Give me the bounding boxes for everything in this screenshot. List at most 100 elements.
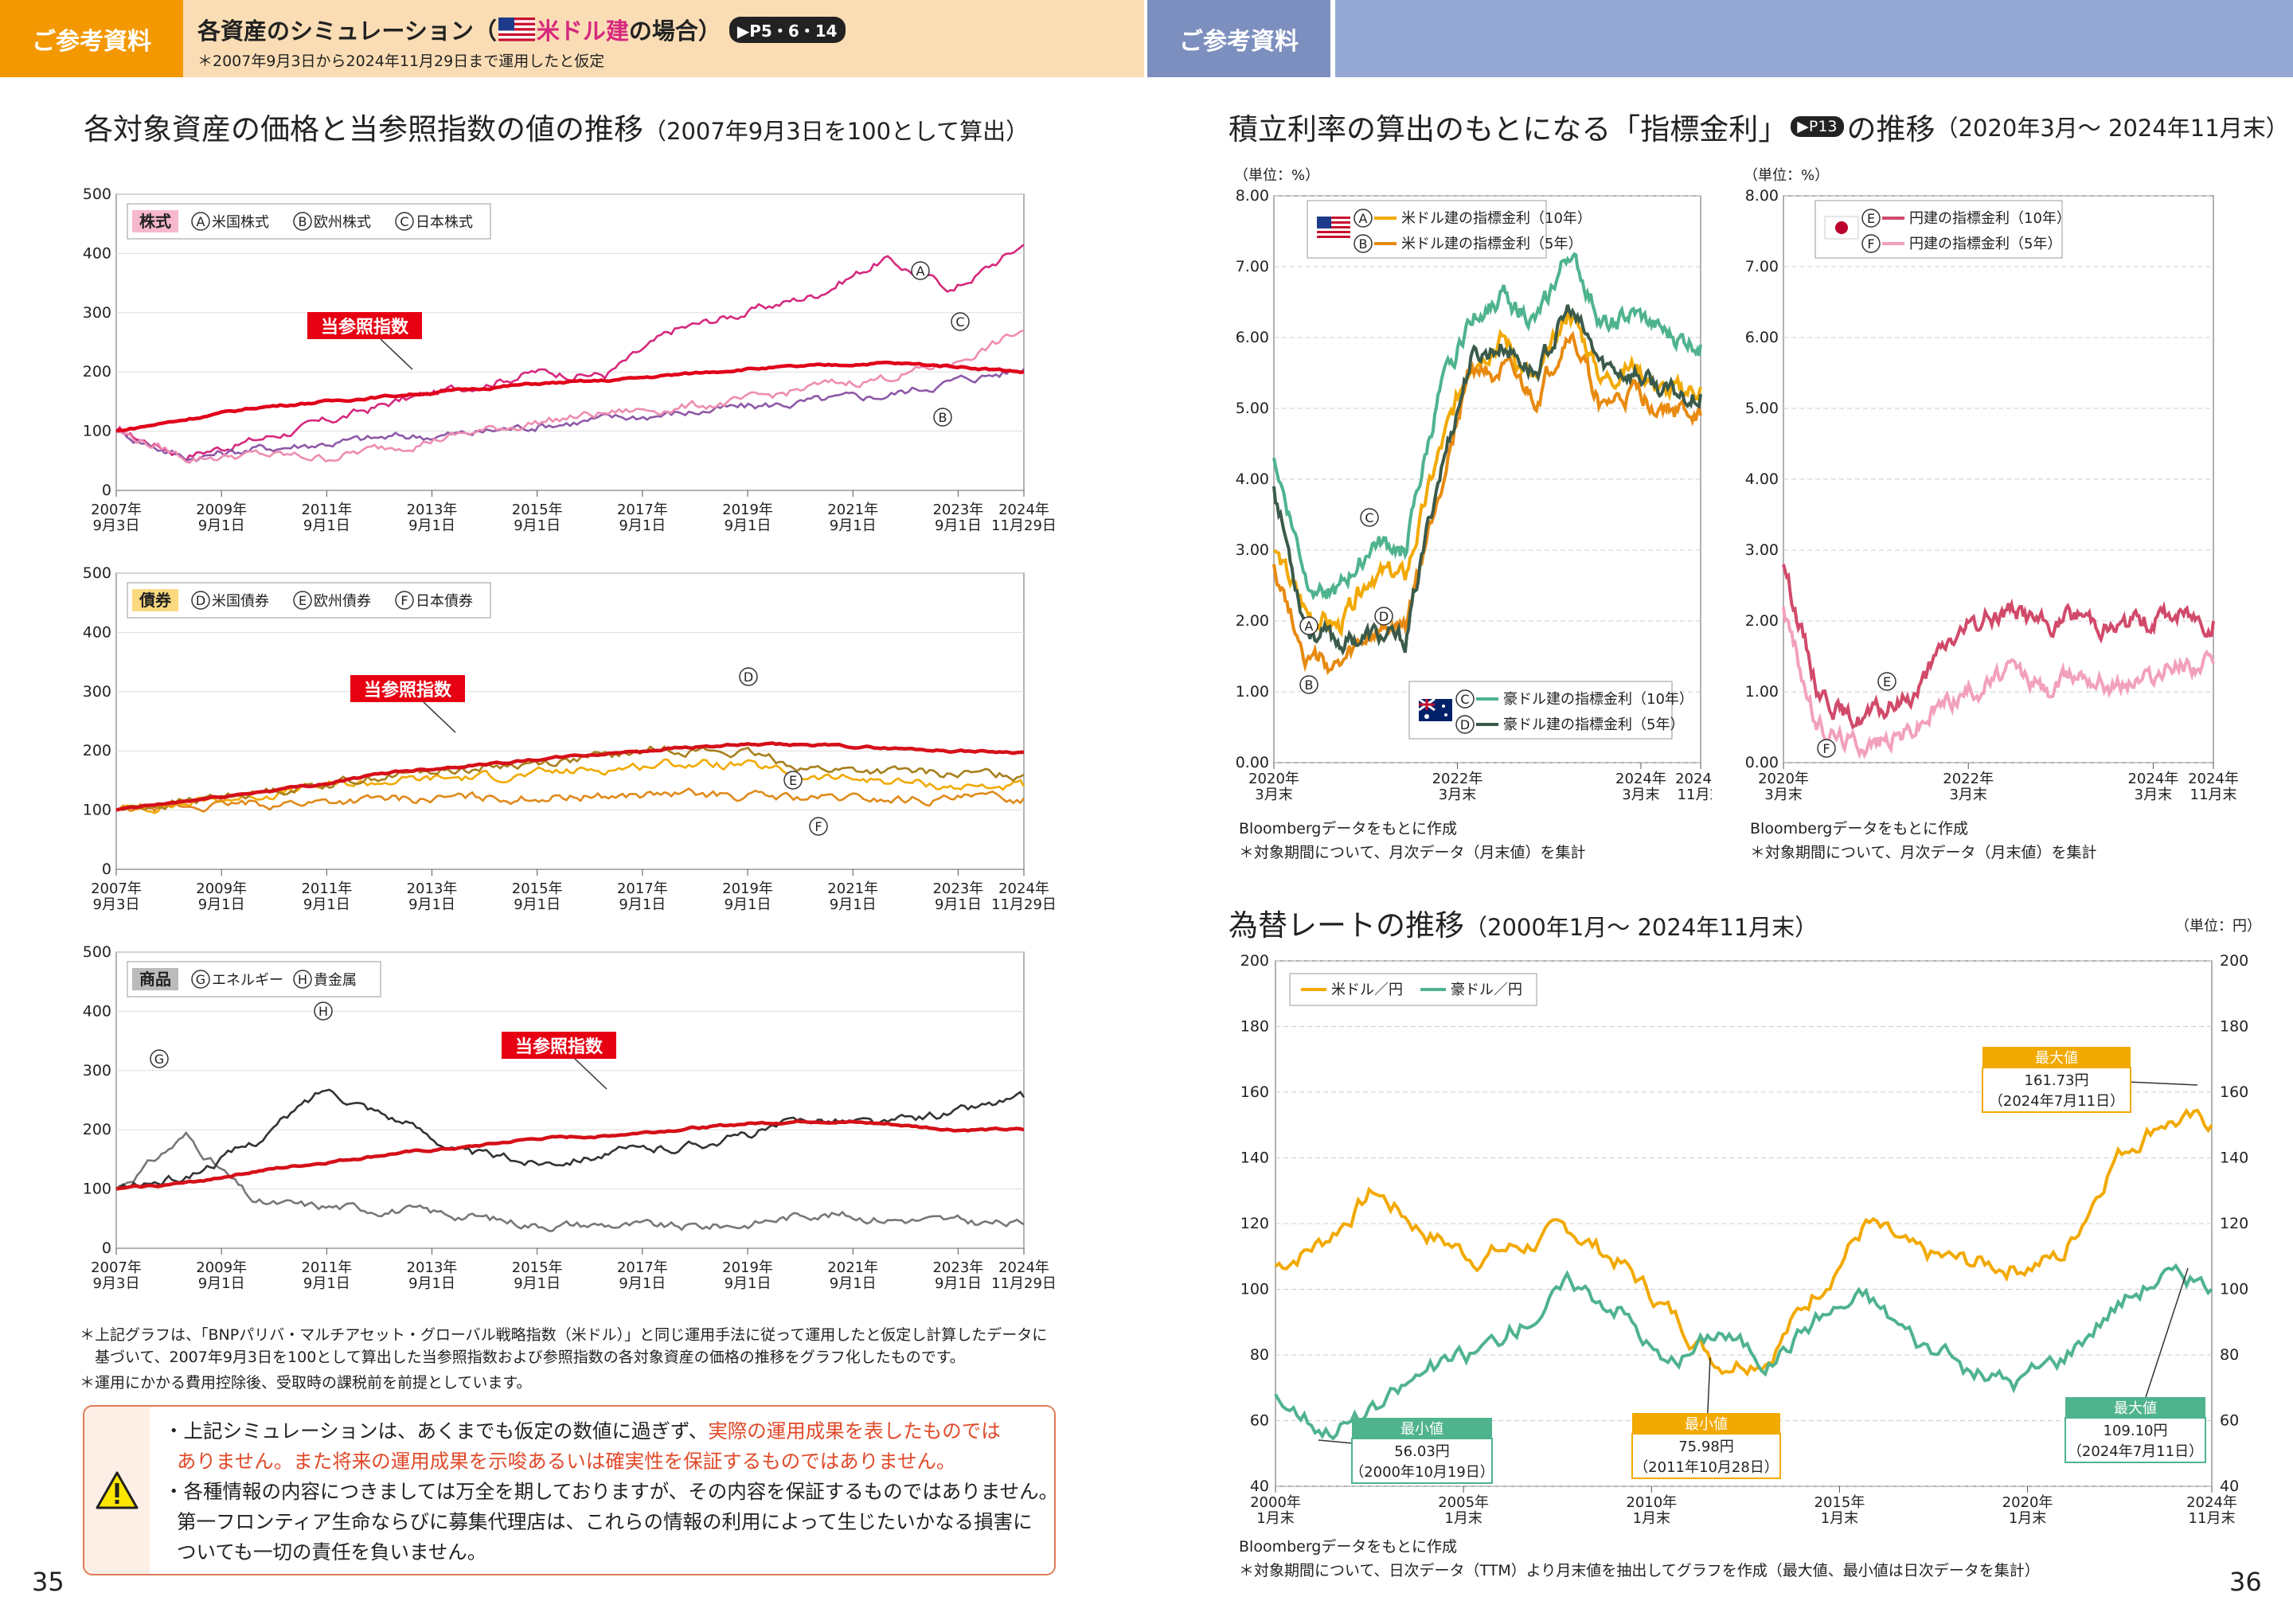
y-tick-label: 4.00	[1745, 470, 1779, 488]
y-tick-label-left: 200	[1240, 952, 1269, 970]
legend-mark-circle	[191, 212, 210, 231]
callout-head: 最大値	[2035, 1050, 2078, 1067]
x-tick-label-year: 2011年	[301, 502, 352, 518]
callout-date: （2000年10月19日）	[1350, 1464, 1494, 1481]
x-tick-label-year: 2020年	[1248, 771, 1299, 787]
legend-series-name: 豪ドル建の指標金利（5年）	[1503, 716, 1684, 733]
rate-legend: E 円建の指標金利（10年） F 円建の指標金利（5年）	[1814, 200, 2071, 259]
page-ref-badge[interactable]: ▶P5・6・14	[729, 16, 846, 43]
warning-line4: 第一フロンティア生命ならびに募集代理店は、これらの情報の利用によって生じたいかな…	[177, 1510, 1033, 1533]
legend-category-bg	[132, 968, 178, 990]
callout-head: 最大値	[2114, 1400, 2157, 1417]
callout-value: 75.98円	[1678, 1439, 1734, 1455]
series-mark-circle	[1374, 607, 1393, 626]
legend-box	[127, 961, 381, 997]
x-tick-label-day: 9月1日	[619, 517, 666, 534]
y-tick-label: 7.00	[1236, 258, 1269, 275]
series-mark-letter: E	[789, 773, 797, 788]
legend-mark-letter: A	[1359, 211, 1368, 226]
x-tick-label-year: 2015年	[512, 1259, 563, 1276]
y-tick-label: 6.00	[1236, 329, 1269, 346]
flag-stripe	[1317, 231, 1350, 233]
warning-line1a: ・上記シミュレーションは、あくまでも仮定の数値に過ぎず、	[164, 1419, 709, 1442]
x-tick-label-year: 2020年	[1758, 771, 1809, 787]
x-tick-label-month: 3月末	[2135, 787, 2172, 803]
header-title-b: 米ドル建	[536, 18, 629, 45]
series-mark-letter: F	[1822, 741, 1830, 756]
legend-category-bg	[132, 589, 178, 611]
y-tick-label-left: 60	[1250, 1412, 1269, 1430]
us-flag-icon	[498, 18, 535, 41]
header-title: 各資産のシミュレーション（ 米ドル建 の場合） ▶P5・6・14	[197, 13, 846, 46]
x-tick-label-year: 2015年	[512, 880, 563, 897]
rate-section-title: 積立利率の算出のもとになる「指標金利」 ▶P13 の推移 （2020年3月〜 20…	[1229, 105, 2289, 148]
y-tick-label: 500	[83, 943, 111, 961]
left-header-band	[0, 0, 1144, 77]
series-mark-circle	[1299, 616, 1318, 635]
x-tick-label-day: 9月1日	[725, 1275, 771, 1292]
x-tick-label-day: 9月1日	[935, 896, 982, 913]
x-tick-label-day: 9月1日	[408, 517, 455, 534]
legend-mark-circle	[1861, 209, 1881, 228]
x-tick-label-year: 2005年	[1438, 1494, 1489, 1511]
flag-stripe	[1317, 226, 1350, 228]
ref-label-leader	[574, 1058, 607, 1090]
header-subtitle: ＊2007年9月3日から2024年11月29日まで運用したと仮定	[197, 53, 605, 70]
y-tick-label: 3.00	[1745, 541, 1779, 559]
bonds-chart: 01002003004005002007年9月3日2009年9月1日2011年9…	[83, 564, 1057, 913]
y-tick-label: 8.00	[1745, 187, 1779, 205]
x-tick-label-year: 2007年	[91, 502, 142, 518]
rate-title-b: の推移	[1846, 112, 1936, 146]
warning-line2: ありません。また将来の運用成果を示唆あるいは確実性を保証するものではありません。	[177, 1450, 956, 1473]
x-tick-label-year: 2015年	[1814, 1494, 1865, 1511]
x-tick-label-day: 9月3日	[93, 517, 140, 534]
legend-mark-circle	[293, 212, 312, 231]
callout-date: （2011年10月28日）	[1634, 1459, 1779, 1476]
x-tick-label-day: 9月1日	[303, 1275, 350, 1292]
x-tick-label-day: 9月1日	[198, 1275, 245, 1292]
x-tick-label-year: 2024年	[998, 502, 1049, 518]
y-tick-label: 3.00	[1236, 541, 1269, 559]
y-tick-label-right: 80	[2220, 1346, 2239, 1364]
x-tick-label-year: 2009年	[196, 1259, 247, 1276]
series-mark-circle	[809, 817, 828, 836]
x-tick-label-year: 2024年	[2186, 1494, 2237, 1511]
legend-series-name: 貴金属	[314, 972, 357, 989]
legend-series-name: 米ドル／円	[1331, 982, 1403, 998]
y-tick-label: 2.00	[1236, 612, 1269, 630]
rate-ref-badge[interactable]: ▶P13	[1791, 116, 1844, 137]
y-tick-label: 4.00	[1236, 470, 1269, 488]
series-mark-circle	[314, 1001, 333, 1021]
series-mark-letter: H	[318, 1004, 328, 1019]
x-tick-label-year: 2024年	[1675, 771, 1712, 787]
series-mark-letter: A	[1305, 619, 1314, 634]
warning-text: ・上記シミュレーションは、あくまでも仮定の数値に過ぎず、実際の運用成果を表したも…	[150, 1407, 1054, 1574]
flag-stripe	[1317, 217, 1350, 219]
x-tick-label-year: 2011年	[301, 1259, 352, 1276]
callout-head-bg	[2065, 1397, 2205, 1418]
x-tick-label-year: 2010年	[1626, 1494, 1677, 1511]
legend-box	[1408, 681, 1673, 740]
legend-mark-circle	[191, 591, 210, 610]
callout-head: 最小値	[1400, 1421, 1443, 1438]
series-mark-circle	[933, 408, 952, 427]
x-tick-label-day: 11月29日	[991, 896, 1057, 913]
legend-series-name: 円建の指標金利（10年）	[1909, 210, 2071, 227]
y-tick-label: 200	[83, 363, 111, 381]
x-tick-label-day: 9月1日	[935, 517, 982, 534]
flag-star	[1424, 714, 1429, 719]
x-tick-label-year: 2024年	[2188, 771, 2239, 787]
series-line	[115, 787, 1025, 813]
y-tick-label: 300	[83, 304, 111, 322]
series-mark-letter: A	[916, 264, 925, 279]
x-tick-label-day: 9月1日	[303, 517, 350, 534]
callout-body-bg	[1982, 1067, 2131, 1113]
ref-label: 当参照指数	[321, 317, 409, 338]
legend-mark-circle	[1354, 209, 1373, 228]
x-tick-label-month: 3月末	[1764, 787, 1802, 803]
left-page-number: 35	[32, 1567, 64, 1597]
ref-label-bg	[502, 1032, 616, 1059]
y-tick-label-right: 40	[2220, 1478, 2239, 1495]
legend-mark-letter: B	[1359, 236, 1368, 252]
x-tick-label-year: 2024年	[998, 1259, 1049, 1276]
